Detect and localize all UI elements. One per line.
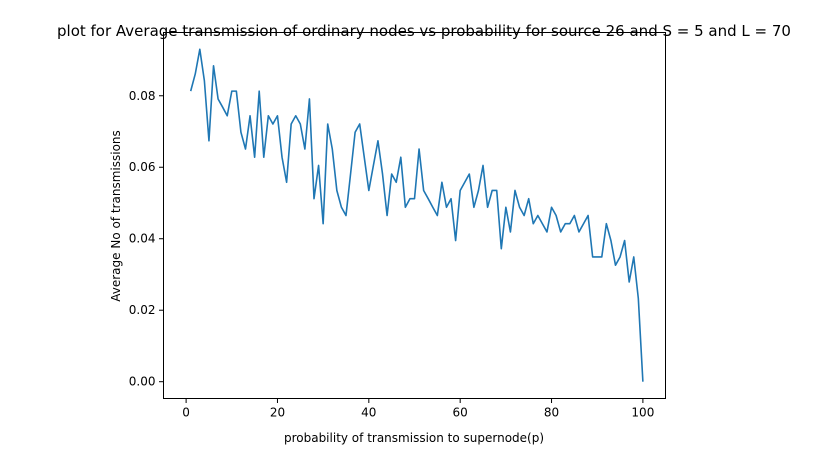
chart-title: plot for Average transmission of ordinar…: [57, 22, 791, 40]
y-tick-label: 0.00: [129, 375, 156, 389]
x-tick-label: 100: [631, 406, 654, 420]
x-axis-label: probability of transmission to supernode…: [284, 431, 544, 445]
y-axis-label: Average No of transmissions: [109, 130, 123, 302]
series-line-0: [189, 48, 644, 382]
x-tick-label: 20: [270, 406, 285, 420]
x-tick-label: 40: [361, 406, 376, 420]
y-tick-label: 0.04: [129, 232, 156, 246]
y-axis: 0.00 0.02 0.04 0.06 0.08: [129, 89, 164, 389]
axes-frame: [163, 32, 666, 399]
y-tick-label: 0.06: [129, 160, 156, 174]
x-tick-label: 0: [182, 406, 190, 420]
y-tick-label: 0.08: [129, 89, 156, 103]
plot-area: [189, 48, 644, 382]
x-tick-label: 60: [453, 406, 468, 420]
x-axis: 0 20 40 60 80 100: [182, 398, 654, 420]
y-tick-label: 0.02: [129, 303, 156, 317]
x-tick-label: 80: [544, 406, 559, 420]
